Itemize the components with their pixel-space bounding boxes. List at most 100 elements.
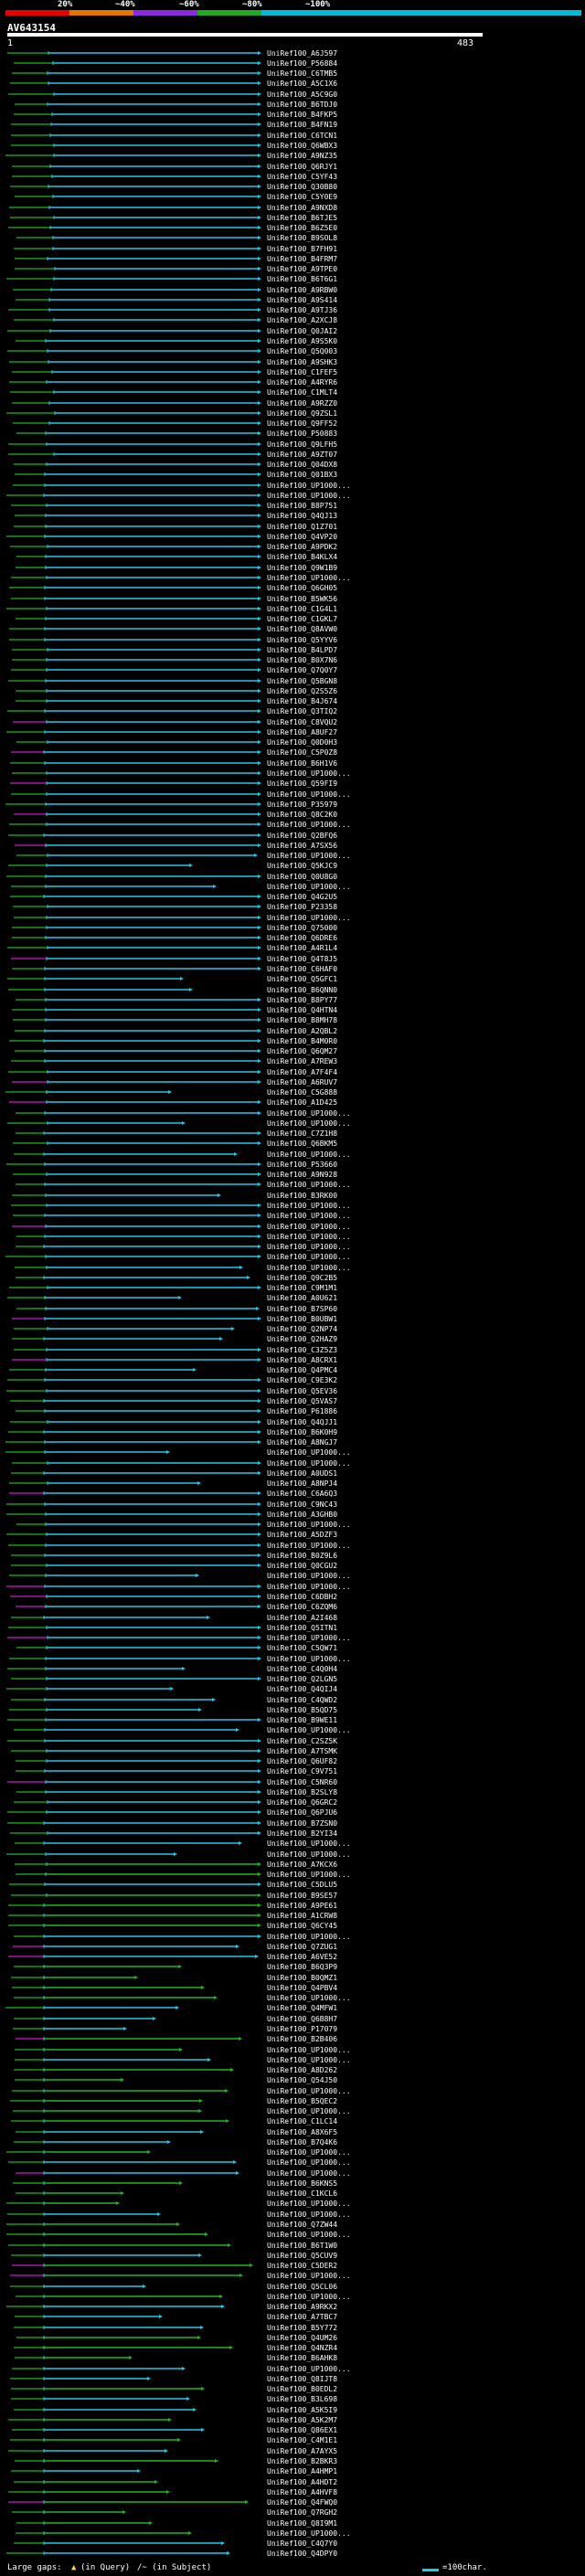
hit-arrow: [258, 812, 261, 816]
hit-label: UniRef100_B9SE57: [267, 1892, 337, 1900]
hit-arrow: [225, 2089, 229, 2093]
hit-row: UniRef100_UP1000...: [8, 1542, 351, 1550]
hit-arrow: [258, 699, 261, 703]
hit-row: UniRef100_B6T1W0: [8, 2242, 337, 2250]
hit-arrow: [121, 2191, 124, 2195]
hit-label: UniRef100_B4FKP5: [267, 111, 337, 119]
hit-row: UniRef100_UP1000...: [6, 492, 351, 500]
hit-row: UniRef100_P17079: [13, 2025, 337, 2033]
hit-label: UniRef100_A4HVF8: [267, 2488, 337, 2496]
hit-label: UniRef100_B0EDL2: [267, 2385, 337, 2393]
hit-row: UniRef100_UP1000...: [14, 1150, 351, 1159]
hit-label: UniRef100_UP1000...: [267, 2056, 351, 2064]
legend-bar-orange: [69, 10, 133, 16]
hit-row: UniRef100_C6TCN1: [11, 132, 337, 140]
hit-row: UniRef100_Q59FI9: [10, 779, 337, 788]
hit-label: UniRef100_UP1000...: [267, 1655, 351, 1663]
hit-row: UniRef100_UP1000...: [13, 1212, 351, 1220]
hit-arrow: [258, 1553, 261, 1557]
hit-label: UniRef100_UP1000...: [267, 1871, 351, 1879]
hit-label: UniRef100_B4J674: [267, 697, 337, 705]
hit-arrow: [177, 2438, 181, 2442]
hit-row: UniRef100_C1FEF5: [12, 368, 337, 376]
hit-row: UniRef100_Q4PBV4: [12, 1984, 337, 1992]
hit-label: UniRef100_B4M0R0: [267, 1037, 337, 1045]
hit-arrow: [137, 2469, 141, 2473]
hit-arrow: [258, 668, 261, 672]
hit-arrow: [258, 1739, 261, 1743]
hit-row: UniRef100_UP1000...: [7, 1634, 351, 1642]
hit-arrow: [258, 895, 261, 898]
hit-row: UniRef100_A8D262: [14, 2066, 337, 2074]
hit-row: UniRef100_UP1000...: [16, 1109, 351, 1118]
hit-row: UniRef100_B9WE11: [7, 1716, 337, 1724]
hit-label: UniRef100_C9NC43: [267, 1500, 337, 1509]
hit-arrow: [258, 164, 261, 168]
hit-label: UniRef100_B3RK00: [267, 1192, 337, 1200]
hit-arrow: [258, 257, 261, 260]
hit-row: UniRef100_Q7ZUG1: [13, 1943, 337, 1951]
hit-arrow: [258, 493, 261, 497]
hit-arrow: [258, 781, 261, 785]
hit-arrow: [165, 2449, 168, 2453]
hit-row: UniRef100_B7Q4K6: [14, 2138, 337, 2147]
hit-label: UniRef100_UP1000...: [267, 1223, 351, 1231]
hit-arrow: [258, 833, 261, 837]
hit-row: UniRef100_Q4UM26: [16, 2334, 337, 2342]
hit-row: UniRef100_Q9LFH5: [8, 440, 337, 449]
hit-label: UniRef100_B6QNN0: [267, 986, 337, 994]
hit-row: UniRef100_Q6GH05: [9, 584, 337, 592]
hit-arrow: [258, 916, 261, 919]
hit-label: UniRef100_B5QEC2: [267, 2097, 337, 2105]
hit-label: UniRef100_A7F4F4: [267, 1068, 337, 1076]
hit-label: UniRef100_A6VE52: [267, 1953, 337, 1961]
hit-label: UniRef100_A5K5I9: [267, 2406, 337, 2414]
hit-arrow: [258, 154, 261, 157]
hit-label: UniRef100_UP1000...: [267, 821, 351, 829]
hit-arrow: [233, 2160, 237, 2164]
hit-arrow: [258, 750, 261, 754]
hit-arrow: [258, 607, 261, 610]
hit-row: UniRef100_Q5BGN8: [8, 677, 337, 685]
hit-arrow: [258, 514, 261, 517]
hit-arrow: [239, 2274, 243, 2277]
hit-row: UniRef100_Q6B8H7: [14, 2015, 337, 2023]
hit-label: UniRef100_B6TDJ0: [267, 101, 337, 109]
hit-row: UniRef100_Q6UF82: [16, 1757, 337, 1765]
hit-row: UniRef100_Q0JAI2: [7, 327, 337, 335]
hit-arrow: [258, 1471, 261, 1475]
hit-arrow: [258, 380, 261, 384]
hit-label: UniRef100_Q01BX3: [267, 471, 337, 479]
hit-label: UniRef100_UP1000...: [267, 1850, 351, 1859]
hit-row: UniRef100_A0UDS1: [11, 1469, 337, 1478]
hit-arrow: [116, 2201, 120, 2205]
hit-label: UniRef100_Q7ZUG1: [267, 1943, 337, 1951]
hit-label: UniRef100_UP1000...: [267, 1572, 351, 1580]
hit-arrow: [258, 1182, 261, 1186]
hit-arrow: [234, 1152, 238, 1156]
hit-label: UniRef100_A5DZF3: [267, 1531, 337, 1539]
hit-row: UniRef100_C4QWD2: [11, 1696, 337, 1704]
hit-row: UniRef100_A8X6F5: [16, 2128, 337, 2136]
hit-label: UniRef100_C6HAF0: [267, 965, 337, 973]
hit-arrow: [258, 843, 261, 847]
hit-row: UniRef100_Q4HTN4: [12, 1006, 337, 1014]
hit-arrow: [214, 1996, 218, 1999]
hit-row: UniRef100_Q7RGH2: [12, 2508, 337, 2517]
hit-row: UniRef100_C5P0Z8: [11, 748, 337, 757]
hit-arrow: [256, 1307, 260, 1310]
hit-row: UniRef100_C5YF43: [12, 173, 337, 181]
hit-arrow: [258, 431, 261, 435]
hit-label: UniRef100_UP1000...: [267, 1150, 351, 1159]
hit-arrow: [258, 1512, 261, 1516]
hit-arrow: [258, 1029, 261, 1033]
hit-arrow: [236, 2171, 239, 2175]
hit-row: UniRef100_A4RYR6: [9, 378, 337, 387]
hit-label: UniRef100_B6K0H9: [267, 1428, 337, 1436]
hit-row: UniRef100_Q2HAZ9: [12, 1335, 337, 1343]
hit-label: UniRef100_B6Q3P9: [267, 1963, 337, 1971]
hit-label: UniRef100_B6T6G1: [267, 275, 337, 283]
hit-arrow: [258, 1718, 261, 1722]
hit-label: UniRef100_Q5CL06: [267, 2283, 337, 2291]
hit-arrow: [221, 2541, 225, 2545]
